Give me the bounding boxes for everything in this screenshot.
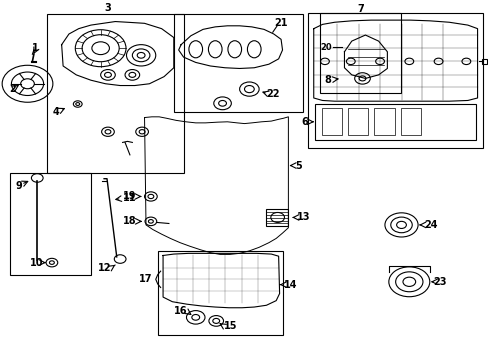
Text: 18: 18	[122, 216, 136, 226]
Text: 20: 20	[320, 42, 331, 51]
Text: 24: 24	[423, 220, 437, 230]
Text: 14: 14	[283, 280, 296, 290]
Bar	[321, 108, 341, 135]
Bar	[315, 104, 475, 140]
Text: 3: 3	[104, 3, 111, 13]
Text: 10: 10	[30, 258, 43, 267]
Text: 8: 8	[324, 75, 330, 85]
Text: 5: 5	[295, 161, 302, 171]
Text: 12: 12	[98, 262, 112, 273]
Text: 22: 22	[265, 89, 279, 99]
Bar	[158, 251, 282, 335]
Text: 6: 6	[301, 117, 307, 127]
Text: 19: 19	[122, 192, 136, 202]
Text: 7: 7	[356, 4, 363, 14]
Text: 15: 15	[224, 321, 237, 331]
Text: 16: 16	[173, 306, 186, 316]
Bar	[481, 59, 486, 64]
Bar	[47, 14, 183, 173]
Text: 11: 11	[122, 193, 136, 203]
Text: 23: 23	[433, 277, 447, 287]
Text: 13: 13	[297, 212, 310, 222]
Bar	[320, 13, 400, 93]
Text: 17: 17	[139, 274, 153, 284]
Bar	[10, 173, 91, 275]
Text: 21: 21	[274, 18, 287, 28]
Bar	[173, 14, 303, 112]
Text: 1: 1	[32, 43, 39, 53]
Bar	[373, 108, 394, 135]
Text: 2: 2	[9, 84, 16, 94]
Text: 4: 4	[52, 107, 59, 117]
Bar	[400, 108, 420, 135]
Bar	[307, 13, 483, 148]
Bar	[266, 209, 288, 226]
Text: 9: 9	[15, 181, 22, 191]
Bar	[347, 108, 367, 135]
